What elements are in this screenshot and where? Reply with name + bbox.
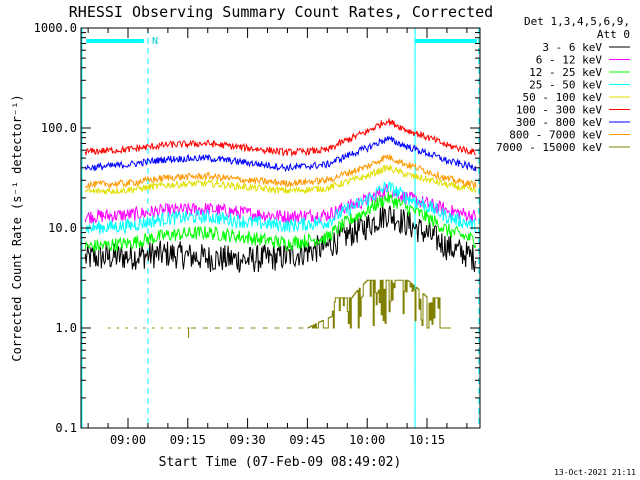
legend-label: 800 - 7000 keV — [509, 129, 602, 142]
legend-label: 6 - 12 keV — [536, 54, 603, 67]
x-tick-label: 09:15 — [170, 433, 206, 447]
legend-label: 3 - 6 keV — [542, 41, 602, 54]
series-line-7000to15000keV — [108, 279, 451, 338]
y-tick-label: 10.0 — [48, 221, 77, 235]
legend-label: 7000 - 15000 keV — [496, 141, 602, 154]
x-tick-label: 09:45 — [289, 433, 325, 447]
series-line-25to50keV — [85, 180, 477, 235]
legend-label: 300 - 800 keV — [516, 116, 602, 129]
series-line-6to12keV — [84, 184, 477, 224]
series-line-300to800keV — [84, 135, 477, 173]
night-marker-label: N — [152, 36, 158, 47]
series-line-100to300keV — [84, 118, 477, 158]
series-line-50to100keV — [84, 163, 477, 195]
y-tick-label: 1000.0 — [34, 21, 77, 35]
series-line-800to7000keV — [84, 154, 477, 190]
night-bar — [86, 39, 144, 43]
y-tick-label: 100.0 — [41, 121, 77, 135]
legend-label: 50 - 100 keV — [523, 91, 603, 104]
chart-title: RHESSI Observing Summary Count Rates, Co… — [69, 3, 493, 21]
x-tick-label: 09:00 — [110, 433, 146, 447]
legend-label: 12 - 25 keV — [529, 66, 602, 79]
series-line-3to6keV — [84, 204, 477, 273]
legend-header-line-1: Det 1,3,4,5,6,9, — [524, 15, 630, 28]
date-stamp: 13-Oct-2021 21:11 — [554, 468, 636, 477]
night-bar — [415, 39, 477, 43]
legend-header-line-2: Att 0 — [597, 28, 630, 41]
axes: 1000.0 100.0 10.0 1.0 0.1 09:00 09:15 09:30 09:4… — [34, 21, 481, 447]
legend-label: 100 - 300 keV — [516, 104, 602, 117]
y-tick-label: 1.0 — [55, 321, 77, 335]
y-axis-label: Corrected Count Rate (s⁻¹ detector⁻¹) — [10, 94, 24, 361]
series-layer — [84, 118, 477, 338]
x-tick-label: 10:15 — [409, 433, 445, 447]
y-tick-label: 0.1 — [55, 421, 77, 435]
x-axis-label: Start Time (07-Feb-09 08:49:02) — [159, 455, 402, 470]
x-tick-label: 10:00 — [349, 433, 385, 447]
legend-label: 25 - 50 keV — [529, 79, 602, 92]
series-line-12to25keV — [84, 191, 477, 253]
x-tick-label: 09:30 — [230, 433, 266, 447]
